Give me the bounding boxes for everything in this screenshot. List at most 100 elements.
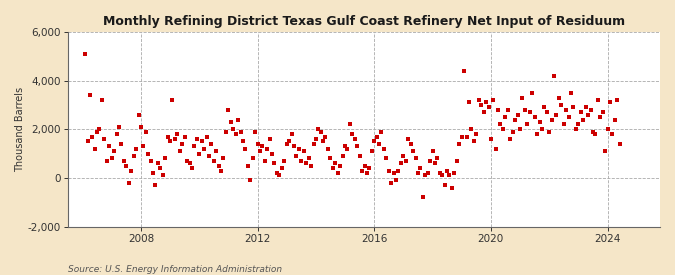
Point bbox=[245, 178, 256, 183]
Point bbox=[259, 159, 270, 163]
Point bbox=[296, 159, 306, 163]
Point bbox=[276, 166, 287, 170]
Point bbox=[544, 130, 555, 134]
Point bbox=[352, 144, 362, 148]
Point bbox=[432, 156, 443, 161]
Point bbox=[546, 117, 557, 122]
Point bbox=[391, 178, 402, 183]
Point bbox=[495, 122, 506, 127]
Y-axis label: Thousand Barrels: Thousand Barrels bbox=[15, 87, 25, 172]
Point bbox=[512, 112, 523, 117]
Point bbox=[218, 156, 229, 161]
Point bbox=[534, 120, 545, 124]
Point bbox=[291, 154, 302, 158]
Point bbox=[362, 171, 373, 175]
Point bbox=[529, 115, 540, 119]
Point bbox=[488, 98, 499, 102]
Point bbox=[233, 117, 244, 122]
Point bbox=[573, 122, 584, 127]
Point bbox=[556, 103, 567, 107]
Point bbox=[614, 142, 625, 146]
Point bbox=[364, 166, 375, 170]
Point bbox=[332, 171, 343, 175]
Point bbox=[325, 156, 336, 161]
Point bbox=[587, 130, 598, 134]
Point bbox=[468, 139, 479, 144]
Point bbox=[464, 100, 475, 105]
Point bbox=[294, 147, 304, 151]
Point bbox=[481, 100, 491, 105]
Point bbox=[590, 132, 601, 136]
Point bbox=[111, 132, 122, 136]
Point bbox=[194, 151, 205, 156]
Point bbox=[471, 132, 482, 136]
Point bbox=[211, 149, 221, 153]
Point bbox=[522, 122, 533, 127]
Point bbox=[408, 149, 418, 153]
Point bbox=[429, 161, 440, 166]
Point bbox=[458, 69, 469, 73]
Point bbox=[94, 127, 105, 131]
Point bbox=[437, 173, 448, 178]
Point bbox=[238, 139, 248, 144]
Point bbox=[281, 142, 292, 146]
Point bbox=[585, 108, 596, 112]
Point bbox=[602, 127, 613, 131]
Point bbox=[286, 132, 297, 136]
Point bbox=[145, 159, 156, 163]
Point bbox=[206, 142, 217, 146]
Point bbox=[119, 159, 130, 163]
Point bbox=[466, 127, 477, 131]
Point bbox=[385, 181, 396, 185]
Point bbox=[130, 147, 141, 151]
Point bbox=[174, 149, 185, 153]
Point bbox=[568, 105, 578, 109]
Point bbox=[284, 139, 294, 144]
Point bbox=[84, 93, 95, 97]
Point bbox=[502, 108, 513, 112]
Point bbox=[140, 130, 151, 134]
Point bbox=[508, 130, 518, 134]
Point bbox=[257, 144, 268, 148]
Point bbox=[583, 112, 593, 117]
Title: Monthly Refining District Texas Gulf Coast Refinery Net Input of Residuum: Monthly Refining District Texas Gulf Coa… bbox=[103, 15, 625, 28]
Point bbox=[369, 139, 379, 144]
Point bbox=[92, 130, 103, 134]
Point bbox=[167, 98, 178, 102]
Point bbox=[396, 161, 406, 166]
Point bbox=[289, 144, 300, 148]
Point bbox=[456, 134, 467, 139]
Point bbox=[558, 122, 569, 127]
Point bbox=[225, 120, 236, 124]
Point bbox=[318, 139, 329, 144]
Point bbox=[274, 173, 285, 178]
Point bbox=[279, 159, 290, 163]
Point bbox=[371, 134, 382, 139]
Point bbox=[150, 183, 161, 187]
Point bbox=[303, 156, 314, 161]
Point bbox=[148, 171, 159, 175]
Point bbox=[162, 134, 173, 139]
Point bbox=[169, 137, 180, 141]
Point bbox=[500, 115, 511, 119]
Point bbox=[247, 156, 258, 161]
Point bbox=[412, 171, 423, 175]
Point bbox=[99, 137, 110, 141]
Point bbox=[186, 166, 197, 170]
Point bbox=[172, 132, 183, 136]
Point bbox=[554, 95, 564, 100]
Point bbox=[383, 168, 394, 173]
Point bbox=[347, 132, 358, 136]
Point bbox=[452, 159, 462, 163]
Point bbox=[128, 154, 139, 158]
Point bbox=[595, 115, 605, 119]
Point bbox=[323, 147, 333, 151]
Point bbox=[405, 142, 416, 146]
Point bbox=[107, 156, 117, 161]
Point bbox=[165, 139, 176, 144]
Point bbox=[541, 110, 552, 114]
Point bbox=[537, 127, 547, 131]
Point bbox=[250, 130, 261, 134]
Point bbox=[449, 171, 460, 175]
Point bbox=[155, 166, 166, 170]
